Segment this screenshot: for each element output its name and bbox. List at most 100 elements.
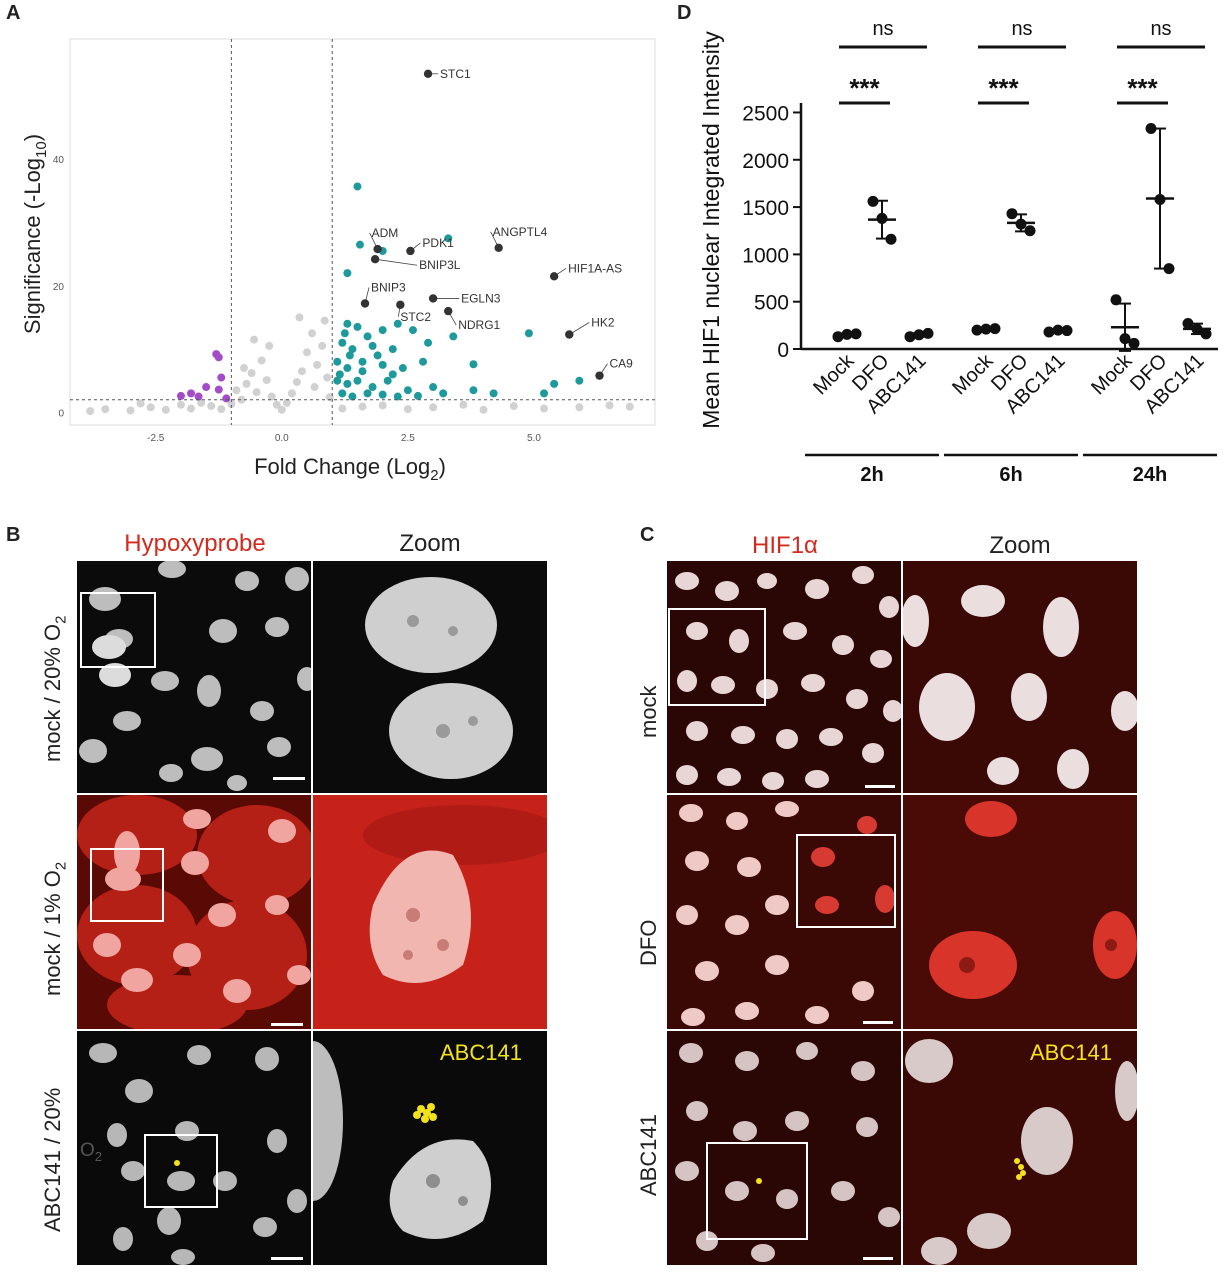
volcano-point-up [403,386,412,395]
panel-b-abc141-overlay-label: ABC141 [440,1040,522,1065]
micrograph-c-mock-overview [666,560,902,794]
hif1-data-point [1145,123,1157,135]
volcano-point-ns [625,402,634,411]
volcano-point-ns [605,401,614,410]
volcano-point-ns [282,398,291,407]
micrograph-c-mock-zoom [902,560,1138,794]
volcano-point-down [194,392,203,401]
panel-b-row-label-2: mock / 1% O2 [40,861,70,996]
volcano-plot-area [69,38,656,426]
volcano-y-axis-label: Significance (-Log10) [20,134,50,334]
micrograph-b-mock-1-overview [76,794,312,1030]
hif1-data-point [1043,326,1055,338]
panel-b-header-hypoxyprobe: Hypoxyprobe [124,530,266,557]
volcano-point-down [222,394,231,403]
volcano-point-ns [207,402,216,411]
volcano-point-up [524,329,533,338]
volcano-point-up [398,364,407,373]
hif1-data-point [980,323,992,335]
volcano-point-up [338,338,347,347]
hif1-significance-label: ns [872,18,893,40]
volcano-point-up [335,370,344,379]
volcano-point-labeled [595,371,604,380]
volcano-point-up [355,240,364,249]
hif1-data-point [922,327,934,339]
volcano-point-up [439,389,448,398]
micrograph-c-abc141-zoom [902,1030,1138,1266]
panel-a-letter: A [6,2,21,24]
volcano-point-up [388,370,397,379]
volcano-point-down [202,383,211,392]
volcano-point-labeled [406,246,415,256]
panel-c-row-label-abc141: ABC141 [636,1114,661,1196]
hif1-data-point [904,331,916,343]
hif1-data-point [841,328,853,340]
volcano-point-ns [126,406,135,415]
volcano-point-down [187,389,196,398]
volcano-point-up [378,390,387,399]
hif1-data-point [850,328,862,340]
hif1-data-point [1163,263,1175,275]
volcano-point-ns [292,377,301,386]
volcano-point-ns [575,403,584,412]
volcano-point-ns [320,316,329,325]
volcano-point-up [408,326,417,335]
volcano-point-up [419,357,428,366]
volcano-point-ns [242,379,251,388]
volcano-gene-label: ADM [372,226,399,240]
volcano-point-up [340,329,349,338]
hif1-y-axis-label: Mean HIF1 nuclear Integrated Intensity [698,31,724,429]
volcano-point-labeled [373,244,382,254]
volcano-point-ns [146,403,155,412]
hif1-intensity-plot: 0 500 1000 1500 2000 2500 *** ns *** ns *** ns Moc… [698,18,1218,486]
hif1-data-point [885,233,897,245]
panel-c-header-hif1a: HIF1α [752,532,818,559]
volcano-point-labeled [549,272,559,281]
volcano-point-up [469,360,478,369]
panel-c-row-label-dfo: DFO [636,919,661,966]
volcano-gene-label: BNIP3 [371,281,406,295]
panel-b-row-label-3: ABC141 / 20% [40,1087,65,1232]
volcano-point-ns [479,405,488,414]
volcano-point-up [550,379,559,388]
volcano-y-tick-label: 0 [58,408,64,419]
hif1-data-point [971,324,983,336]
volcano-point-ns [509,402,518,411]
volcano-point-up [368,341,377,350]
hif1-data-point [867,195,879,207]
volcano-point-up [429,383,438,392]
volcano-point-up [368,383,377,392]
volcano-point-up [388,345,397,354]
volcano-point-ns [295,313,304,322]
micrograph-b-abc141-overview [76,1030,312,1266]
volcano-point-ns [227,400,236,409]
volcano-gene-label: HK2 [591,316,615,330]
hif1-data-point [1061,325,1073,337]
micrograph-b-mock-20-overview [76,560,312,794]
volcano-point-ns [338,404,347,413]
volcano-point-labeled [494,243,503,253]
volcano-point-down [214,385,223,394]
hif1-data-point [1182,317,1194,329]
volcano-point-up [378,326,387,335]
volcano-point-ns [250,335,259,344]
volcano-point-up [489,389,498,398]
volcano-point-up [449,332,458,341]
hif1-x-tick-label: Mock [809,349,859,399]
volcano-point-ns [86,407,95,416]
hif1-y-tick-label: 2000 [742,150,789,173]
hif1-significance-label: ns [1150,18,1171,40]
micrograph-b-abc141-zoom [312,1030,548,1266]
volcano-x-tick-label: 5.0 [527,433,541,444]
volcano-point-ns [429,403,438,412]
volcano-gene-label: STC2 [400,310,431,324]
volcano-point-ns [187,404,196,413]
volcano-y-tick-label: 20 [53,282,65,293]
volcano-point-labeled [396,300,405,309]
volcano-point-ns [247,369,256,378]
volcano-gene-label: PDK1 [422,236,454,250]
hif1-data-point [1024,225,1036,237]
volcano-y-tick-label: 40 [53,155,65,166]
volcano-point-ns [303,348,312,357]
volcano-point-ns [313,360,322,369]
